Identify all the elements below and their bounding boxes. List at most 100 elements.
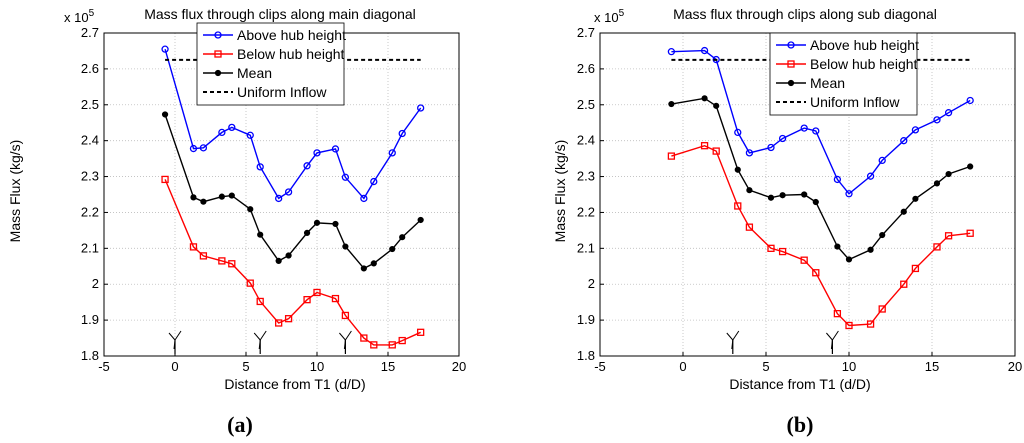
data-point: [342, 243, 349, 250]
data-point: [967, 163, 974, 170]
data-point: [313, 288, 321, 297]
data-point: [218, 193, 225, 200]
y-tick-label: 2.2: [577, 204, 595, 219]
y-tick-label: 2.2: [81, 204, 99, 219]
exponent-label-a: x 105: [64, 8, 95, 25]
data-point: [199, 144, 208, 152]
turbine-blade: [253, 332, 261, 341]
y-tick-label: 1.9: [81, 312, 99, 327]
series-mean-b: [668, 95, 974, 263]
chart-title-b: Mass flux through clips along sub diagon…: [673, 6, 937, 22]
y-tick-label: 2.6: [577, 61, 595, 76]
legend-entry: Uniform Inflow: [237, 84, 327, 100]
legend-entry: Mean: [237, 65, 272, 81]
data-point: [388, 149, 396, 157]
data-point: [734, 202, 742, 210]
data-point: [256, 163, 264, 171]
y-tick-label: 2.4: [577, 133, 595, 148]
data-point: [900, 208, 907, 215]
data-point: [866, 320, 875, 328]
data-point: [398, 129, 406, 138]
data-point: [218, 128, 226, 137]
data-point: [284, 188, 293, 196]
data-point: [667, 152, 676, 160]
data-point: [712, 55, 720, 64]
y-tick-label: 2.6: [81, 61, 99, 76]
data-point: [189, 144, 198, 153]
data-point: [746, 187, 753, 194]
data-point: [713, 102, 720, 109]
data-point: [767, 244, 775, 252]
legend-marker: [214, 31, 222, 39]
data-point: [700, 142, 709, 150]
chart-title-a: Mass flux through clips along main diago…: [144, 6, 416, 22]
y-tick-label: 2.4: [81, 133, 99, 148]
data-point: [800, 124, 808, 132]
data-point: [878, 305, 886, 313]
data-point: [388, 341, 396, 349]
data-point: [745, 223, 754, 231]
turbine-blade: [344, 330, 352, 341]
data-point: [303, 229, 311, 237]
x-tick-label: 5: [242, 359, 249, 374]
data-point: [966, 229, 974, 237]
turbine-blade: [826, 332, 833, 341]
legend-entry: Below hub height: [810, 56, 918, 72]
x-tick-label: 5: [762, 359, 769, 374]
legend-marker: [214, 50, 222, 58]
data-point: [944, 232, 953, 240]
data-point: [833, 310, 842, 318]
data-point: [778, 247, 787, 256]
y-tick-label: 2: [588, 276, 595, 291]
legend-entry: Mean: [810, 75, 845, 91]
x-tick-label: 0: [679, 359, 686, 374]
data-point: [945, 170, 952, 178]
series-above-hub-height-b: [667, 46, 974, 198]
data-point: [845, 256, 853, 263]
legend-entry: Above hub height: [810, 37, 919, 53]
data-point: [341, 173, 350, 181]
data-point: [734, 128, 742, 137]
data-point: [285, 252, 292, 259]
data-point: [389, 245, 396, 253]
series-line: [164, 49, 422, 200]
data-point: [812, 198, 819, 206]
turbine-icon: [726, 330, 740, 354]
data-point: [360, 194, 368, 203]
turbine-icon: [253, 330, 267, 354]
data-point: [667, 48, 676, 56]
y-axis-label-b: Mass Flux (kg/s): [552, 140, 568, 243]
turbine-blade: [830, 339, 833, 350]
data-point: [398, 336, 406, 345]
data-point: [303, 162, 311, 170]
data-point: [247, 206, 254, 213]
data-point: [417, 216, 424, 224]
data-point: [833, 175, 842, 184]
data-point: [801, 191, 808, 198]
x-tick-label: -5: [594, 359, 606, 374]
data-point: [161, 111, 169, 118]
legend-box: [769, 32, 918, 116]
legend-entry: Uniform Inflow: [810, 94, 900, 110]
y-tick-label: 2.5: [577, 97, 595, 112]
series-below-hub-height-b: [667, 142, 974, 330]
data-point: [845, 321, 853, 330]
data-point: [246, 279, 254, 287]
data-point: [944, 109, 953, 117]
turbine-icon: [339, 330, 352, 354]
data-point: [284, 315, 293, 323]
legend-entry: Above hub height: [237, 27, 346, 43]
legend-a: Above hub height Below hub height Mean Unif…: [196, 22, 346, 106]
data-point: [417, 328, 425, 336]
data-point: [779, 192, 786, 199]
y-tick-label: 2.1: [577, 240, 595, 255]
data-point: [275, 257, 282, 264]
turbine-icon: [168, 330, 182, 354]
y-tick-label: 1.8: [577, 348, 595, 363]
turbine-blade: [174, 330, 182, 341]
data-point: [879, 231, 886, 239]
y-tick-label: 1.9: [577, 312, 595, 327]
data-point: [701, 95, 708, 102]
data-point: [399, 234, 406, 241]
series-line: [164, 114, 422, 270]
